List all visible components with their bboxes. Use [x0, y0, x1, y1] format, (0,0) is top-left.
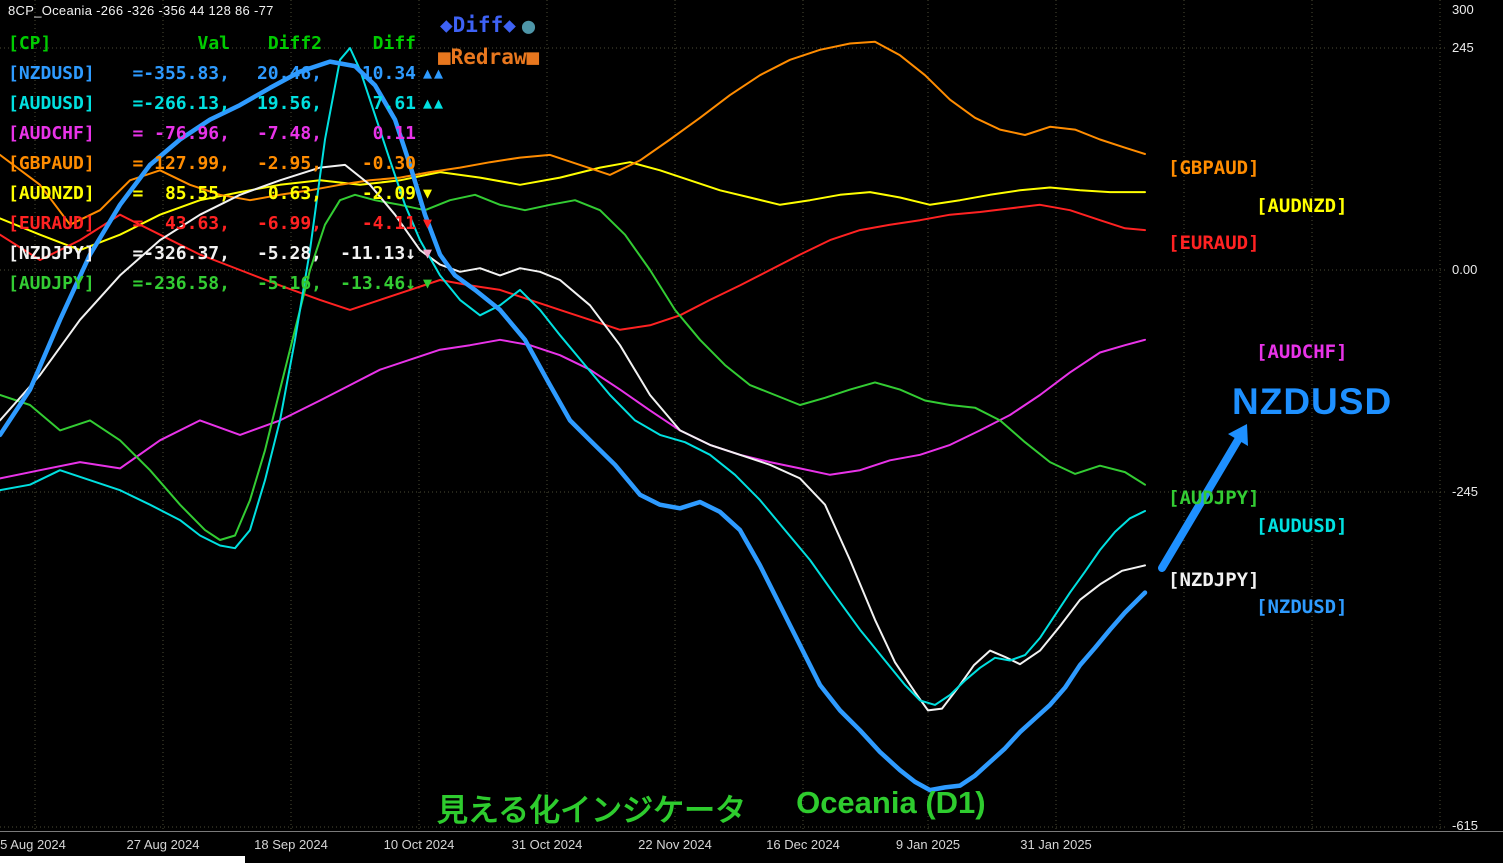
redraw-button[interactable]: ■Redraw■ [438, 45, 540, 69]
cp-cell: [AUDJPY] [8, 272, 95, 294]
cp-header-cell: Val [197, 32, 230, 54]
cp-table-row-audchf: [AUDCHF] = -76.96, -7.48, 0.11 [8, 118, 496, 148]
footer-caption-jp: 見える化インジケータ [437, 793, 747, 828]
series-line-nzdjpy [0, 163, 1146, 712]
trend-marker-icon: ▲▲ [423, 94, 446, 112]
trend-marker-icon: ▼ [423, 214, 435, 232]
pair-label-nzdjpy: [NZDJPY] [1168, 569, 1260, 591]
pair-label-euraud: [EURAUD] [1168, 232, 1260, 254]
diff-label: ◆Diff◆ [440, 13, 516, 37]
cp-cell: [NZDJPY] [8, 242, 95, 264]
price-scale-label: -245 [1452, 484, 1479, 499]
pair-label-gbpaud: [GBPAUD] [1168, 157, 1260, 179]
price-scale-label: 245 [1452, 40, 1474, 55]
cp-cell: 7.61 [372, 92, 416, 114]
cp-cell: -0.30 [361, 152, 416, 174]
cp-header-cell: Diff [372, 32, 416, 54]
cp-cell: = -76.96, [132, 122, 230, 144]
time-scale-label: 18 Sep 2024 [254, 837, 328, 852]
footer-caption-en: Oceania (D1) [796, 785, 986, 820]
cp-cell: =-266.13, [132, 92, 230, 114]
cp-cell: [AUDNZD] [8, 182, 95, 204]
series-line-audnzd [0, 161, 1146, 252]
price-scale-label: 300 [1452, 2, 1474, 17]
nzdusd-arrow [1158, 436, 1242, 572]
cp-cell: -2.09 [361, 182, 416, 204]
nzdusd-arrowhead-icon [1228, 424, 1248, 446]
currency-pair-table: [CP] Val Diff2 Diff [NZDUSD] =-355.83, 20.46, 1… [8, 28, 496, 298]
cp-cell: -13.46↓ [340, 272, 416, 294]
series-line-audjpy [0, 193, 1146, 541]
price-chart-plot[interactable] [0, 0, 1503, 831]
cp-cell: = 127.99, [132, 152, 230, 174]
cp-cell: = 85.55, [132, 182, 230, 204]
bottom-bar [0, 855, 1503, 863]
cp-cell: 19.56, [256, 92, 322, 114]
cp-table-row-nzdjpy: [NZDJPY] =-326.37, -5.28, -11.13↓ ▼ [8, 238, 496, 268]
cp-table-row-audnzd: [AUDNZD] = 85.55, 0.63, -2.09 ▼ [8, 178, 496, 208]
cp-table-row-gbpaud: [GBPAUD] = 127.99, -2.95, -0.30 [8, 148, 496, 178]
cp-cell: =-326.37, [132, 242, 230, 264]
cp-cell: -11.13↓ [340, 242, 416, 264]
nzdusd-annotation: NZDUSD [1232, 381, 1393, 422]
cp-cell: 0.63, [267, 182, 322, 204]
cp-cell: =-236.58, [132, 272, 230, 294]
time-scale-label: 10 Oct 2024 [383, 837, 455, 852]
cp-table-row-euraud: [EURAUD] = 43.63, -6.99, -4.11 ▼ [8, 208, 496, 238]
indicator-title: 8CP_Oceania -266 -326 -356 44 128 86 -77 [8, 3, 274, 18]
cp-cell: [AUDUSD] [8, 92, 95, 114]
time-scale-label: 27 Aug 2024 [126, 837, 200, 852]
cp-cell: 0.11 [372, 122, 416, 144]
cp-cell: = 43.63, [132, 212, 230, 234]
pair-label-audjpy: [AUDJPY] [1168, 487, 1260, 509]
series-line-euraud [0, 203, 1146, 331]
pair-label-nzdusd: [NZDUSD] [1256, 596, 1348, 618]
cp-cell: [GBPAUD] [8, 152, 95, 174]
footer-caption: 見える化インジケータ Oceania (D1) [437, 785, 986, 830]
cp-cell: -7.48, [256, 122, 322, 144]
series-line-audusd [0, 47, 1146, 706]
cp-table-row-audjpy: [AUDJPY] =-236.58, -5.16, -13.46↓ ▼ [8, 268, 496, 298]
trend-marker-icon: ▲▲ [423, 64, 446, 82]
cp-cell: [EURAUD] [8, 212, 95, 234]
time-axis-divider [0, 831, 1503, 832]
pair-label-audusd: [AUDUSD] [1256, 515, 1348, 537]
cp-cell: [NZDUSD] [8, 62, 95, 84]
trend-marker-icon: ▼ [423, 184, 435, 202]
series-line-nzdusd [0, 59, 1148, 793]
cp-cell: -5.28, [256, 242, 322, 264]
bottom-left-white-bar [0, 856, 245, 863]
cp-cell: -5.16, [256, 272, 322, 294]
diff-toggle-button[interactable]: ◆Diff◆ ● [440, 13, 535, 39]
time-scale-label: 22 Nov 2024 [638, 837, 712, 852]
time-scale-label: 16 Dec 2024 [766, 837, 840, 852]
cp-cell: 20.46, [256, 62, 322, 84]
price-scale-label: -615 [1452, 818, 1479, 833]
cp-cell: -2.95, [256, 152, 322, 174]
cp-cell: 10.34 [361, 62, 416, 84]
cp-table-row-nzdusd: [NZDUSD] =-355.83, 20.46, 10.34 ▲▲ [8, 58, 496, 88]
cp-cell: [AUDCHF] [8, 122, 95, 144]
series-line-audchf [0, 338, 1146, 480]
price-scale-label: 0.00 [1452, 262, 1478, 277]
cp-header-cell: [CP] [8, 32, 52, 54]
time-scale-label: 9 Jan 2025 [895, 837, 961, 852]
pair-label-audchf: [AUDCHF] [1256, 341, 1348, 363]
cp-cell: =-355.83, [132, 62, 230, 84]
time-scale-label: 31 Jan 2025 [1020, 837, 1092, 852]
pair-label-audnzd: [AUDNZD] [1256, 195, 1348, 217]
series-line-gbpaud [0, 40, 1146, 226]
cp-table-row-audusd: [AUDUSD] =-266.13, 19.56, 7.61 ▲▲ [8, 88, 496, 118]
trend-marker-icon: ▼ [423, 274, 435, 292]
dot-icon: ● [521, 13, 536, 39]
cp-cell: -6.99, [256, 212, 322, 234]
cp-cell: -4.11 [361, 212, 416, 234]
time-scale-label: 5 Aug 2024 [0, 837, 66, 852]
time-scale-label: 31 Oct 2024 [511, 837, 583, 852]
cp-header-cell: Diff2 [267, 32, 322, 54]
trend-marker-icon: ▼ [423, 244, 435, 262]
cp-table-header: [CP] Val Diff2 Diff [8, 28, 496, 58]
